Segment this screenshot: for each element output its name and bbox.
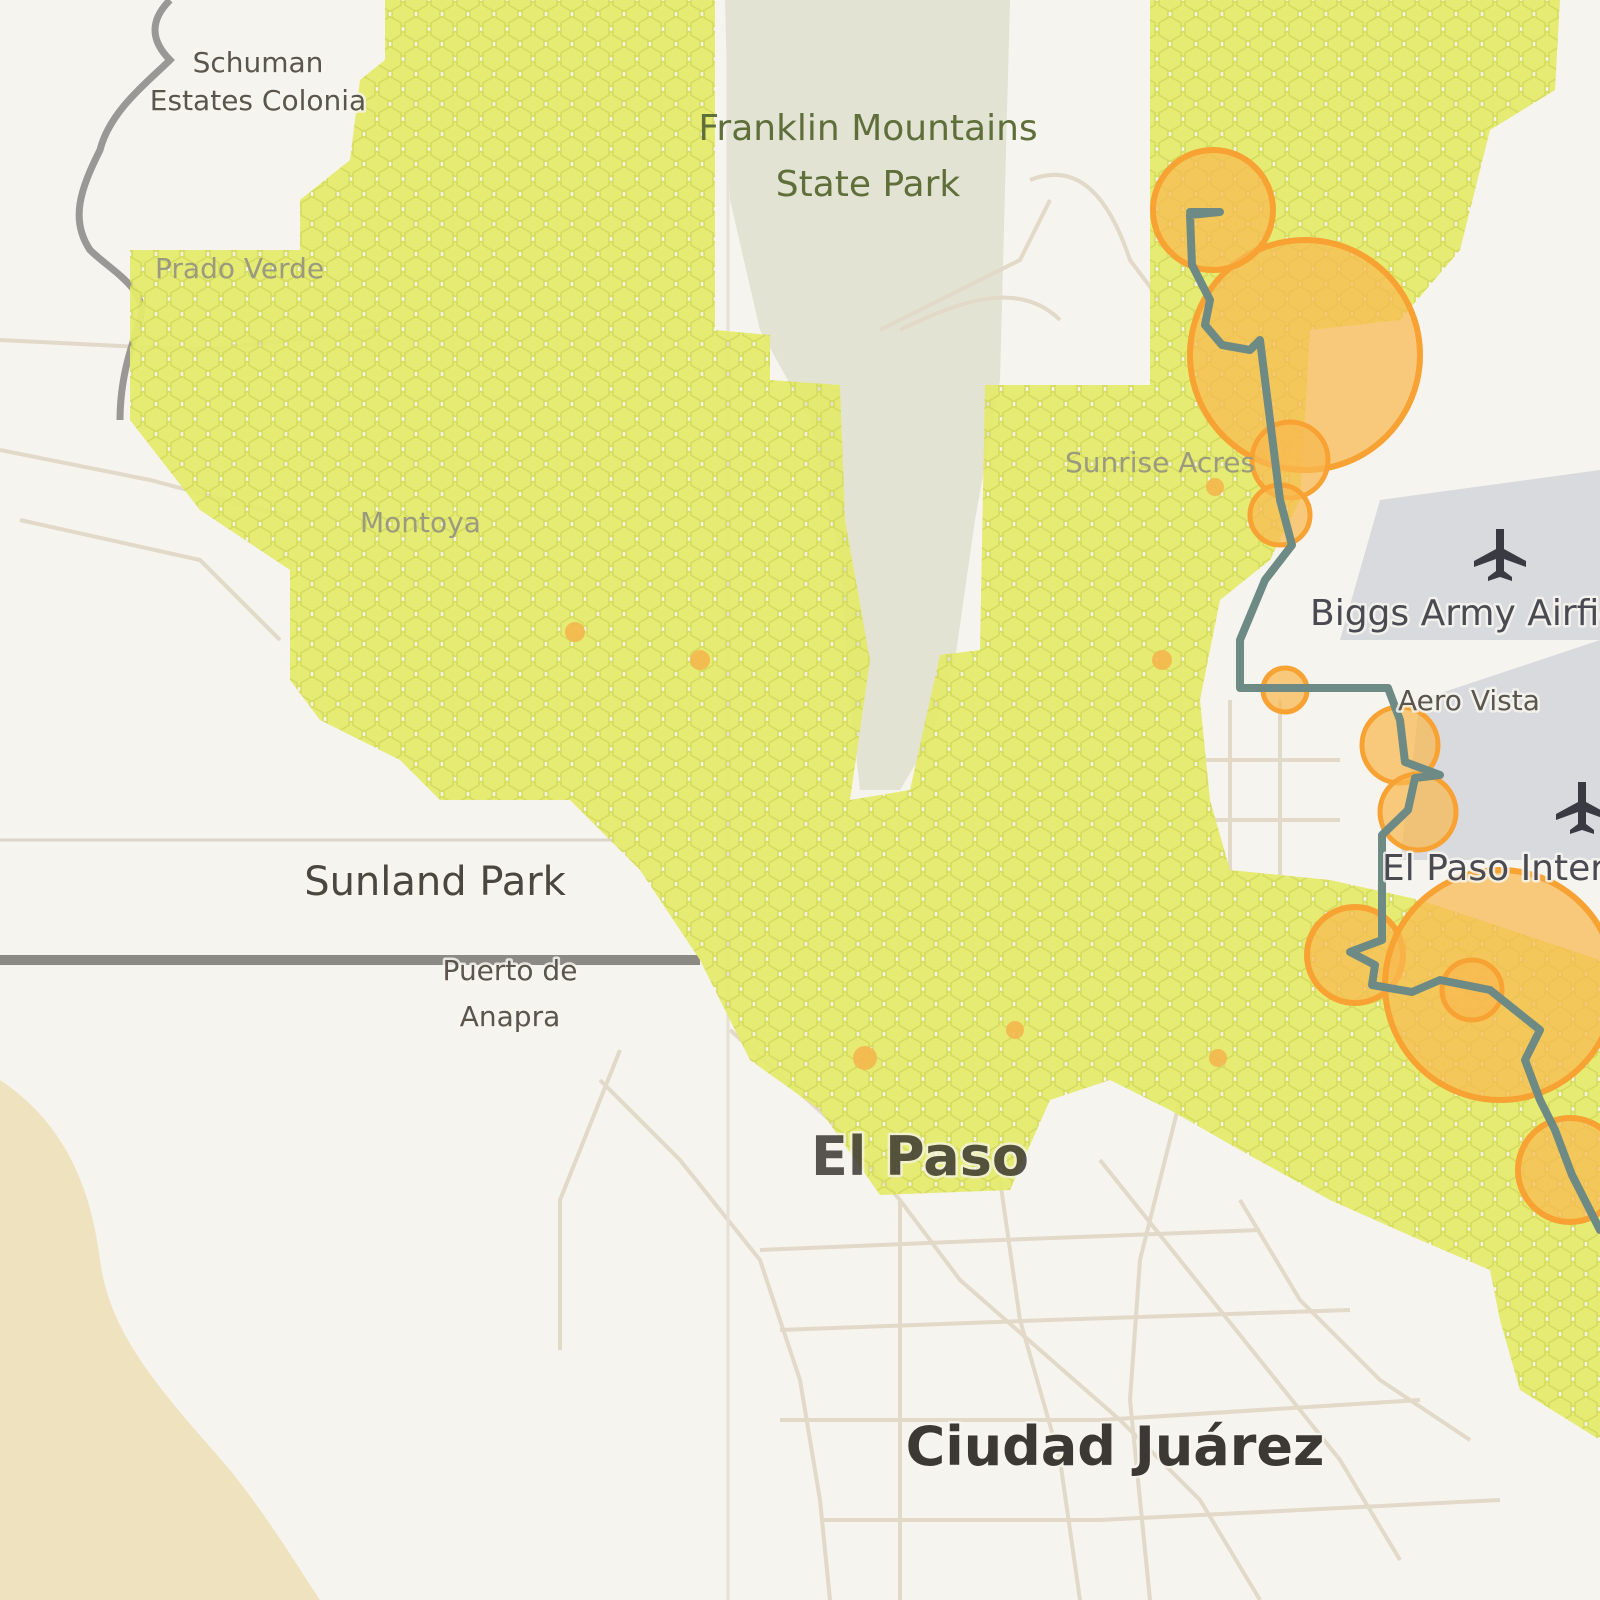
place-label-sunrise-acres[interactable]: Sunrise Acres: [1065, 446, 1255, 479]
place-label-aero-vista[interactable]: Aero Vista: [1396, 682, 1543, 720]
airplane-icon[interactable]: [1474, 529, 1526, 581]
road-network: [0, 172, 1501, 1600]
route-line[interactable]: [1186, 208, 1600, 1234]
place-label-state-park[interactable]: State Park: [776, 164, 961, 205]
place-label-schuman[interactable]: Schuman: [190, 44, 326, 82]
place-label-prado-verde[interactable]: Prado Verde: [155, 252, 324, 285]
airport-label-biggs[interactable]: Biggs Army Airfield: [1308, 591, 1600, 637]
airplane-icon[interactable]: [1556, 782, 1600, 834]
hotspots: [1150, 147, 1600, 1225]
place-label-schuman-colonia[interactable]: Estates Colonia: [147, 82, 368, 120]
hex-highlights: [565, 478, 1227, 1070]
park-area: [725, 0, 1010, 790]
hotspot-circle: [1377, 771, 1459, 853]
place-label-sunland-park[interactable]: Sunland Park: [302, 857, 569, 908]
place-label-montoya[interactable]: Montoya: [360, 506, 481, 539]
desert-area: [0, 1080, 320, 1600]
place-label-puerto[interactable]: Puerto de: [440, 952, 580, 990]
airport-label-el-paso-intl[interactable]: El Paso International: [1380, 846, 1600, 892]
place-label-el-paso[interactable]: El Paso: [808, 1123, 1031, 1191]
place-label-ciudad-juarez[interactable]: Ciudad Juárez: [903, 1413, 1327, 1481]
airfield-area: [1340, 470, 1600, 860]
place-label-franklin-mountains[interactable]: Franklin Mountains: [698, 108, 1037, 149]
place-label-anapra[interactable]: Anapra: [457, 998, 563, 1036]
